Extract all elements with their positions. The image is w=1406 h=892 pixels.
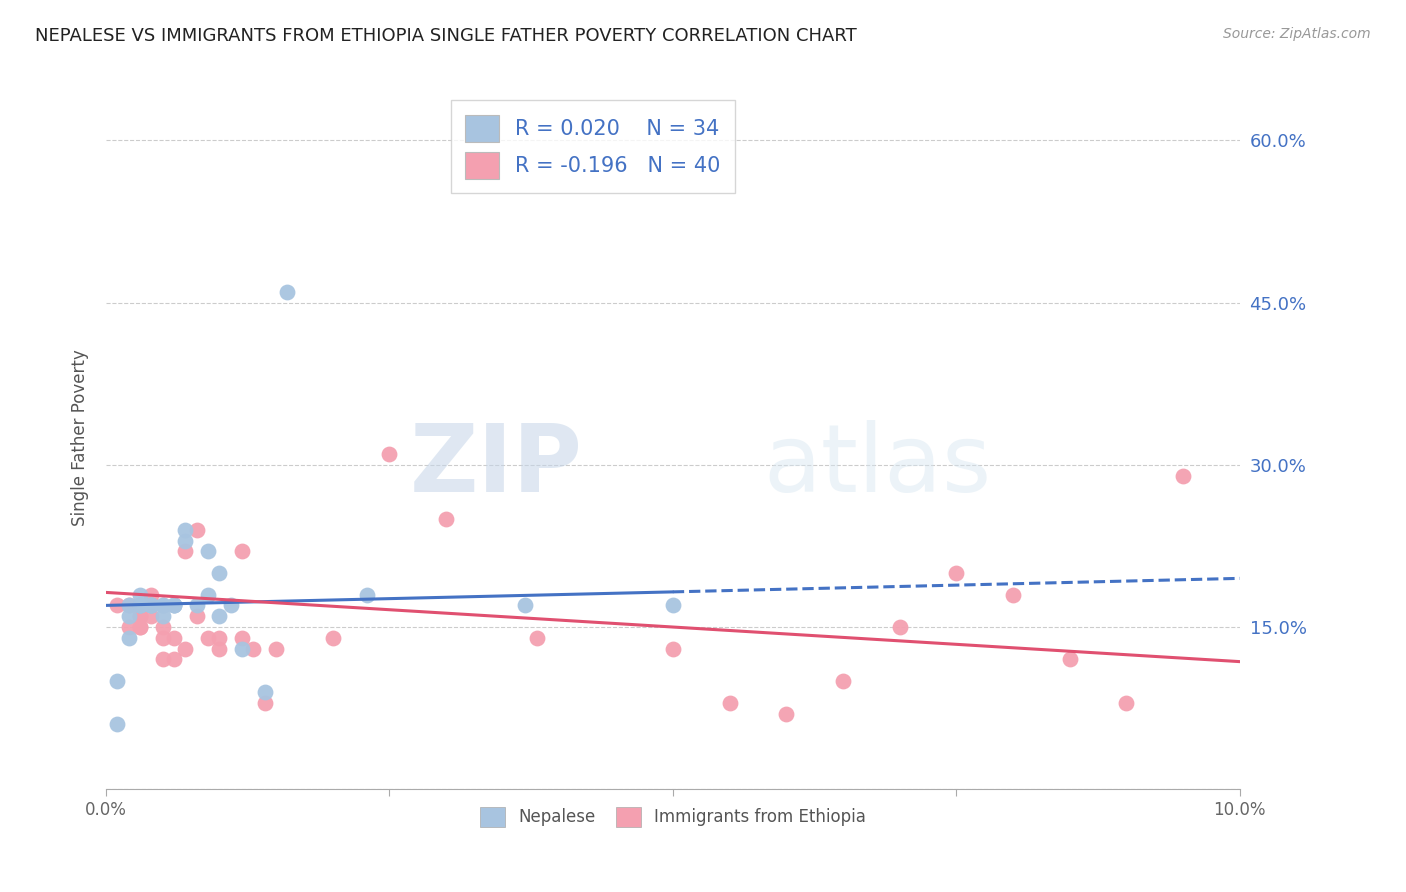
Point xyxy=(253,685,276,699)
Point xyxy=(163,599,186,613)
Point xyxy=(356,588,378,602)
Point xyxy=(253,696,276,710)
Point xyxy=(1001,588,1024,602)
Point xyxy=(163,652,186,666)
Point xyxy=(152,631,174,645)
Point xyxy=(117,599,139,613)
Point xyxy=(105,599,128,613)
Point xyxy=(832,674,855,689)
Point xyxy=(242,641,264,656)
Point xyxy=(117,620,139,634)
Point xyxy=(152,620,174,634)
Point xyxy=(163,631,186,645)
Point xyxy=(163,599,186,613)
Point xyxy=(197,631,219,645)
Point xyxy=(208,631,231,645)
Point xyxy=(208,641,231,656)
Point xyxy=(219,599,242,613)
Point xyxy=(662,599,685,613)
Point xyxy=(117,631,139,645)
Point xyxy=(129,588,152,602)
Point xyxy=(515,599,537,613)
Text: ZIP: ZIP xyxy=(409,420,582,512)
Point xyxy=(208,566,231,580)
Point xyxy=(186,599,208,613)
Point xyxy=(945,566,967,580)
Point xyxy=(231,544,253,558)
Point xyxy=(662,641,685,656)
Point xyxy=(174,641,197,656)
Point xyxy=(174,544,197,558)
Point xyxy=(197,544,219,558)
Y-axis label: Single Father Poverty: Single Father Poverty xyxy=(72,350,89,526)
Point xyxy=(152,599,174,613)
Point xyxy=(276,285,298,299)
Point xyxy=(141,609,163,624)
Point xyxy=(526,631,548,645)
Point xyxy=(174,533,197,548)
Point xyxy=(434,512,457,526)
Point xyxy=(129,599,152,613)
Point xyxy=(129,599,152,613)
Point xyxy=(264,641,287,656)
Text: NEPALESE VS IMMIGRANTS FROM ETHIOPIA SINGLE FATHER POVERTY CORRELATION CHART: NEPALESE VS IMMIGRANTS FROM ETHIOPIA SIN… xyxy=(35,27,856,45)
Point xyxy=(141,588,163,602)
Point xyxy=(197,588,219,602)
Point xyxy=(141,599,163,613)
Legend: Nepalese, Immigrants from Ethiopia: Nepalese, Immigrants from Ethiopia xyxy=(474,800,872,834)
Point xyxy=(129,620,152,634)
Point xyxy=(208,609,231,624)
Point xyxy=(129,620,152,634)
Point xyxy=(129,609,152,624)
Point xyxy=(129,599,152,613)
Point xyxy=(105,674,128,689)
Point xyxy=(129,609,152,624)
Point xyxy=(117,609,139,624)
Point xyxy=(718,696,741,710)
Point xyxy=(231,641,253,656)
Point xyxy=(775,706,797,721)
Point xyxy=(105,717,128,731)
Point xyxy=(889,620,911,634)
Point xyxy=(163,599,186,613)
Point xyxy=(1171,468,1194,483)
Point xyxy=(186,609,208,624)
Point xyxy=(174,523,197,537)
Point xyxy=(141,599,163,613)
Point xyxy=(141,599,163,613)
Point xyxy=(129,599,152,613)
Point xyxy=(1115,696,1137,710)
Point xyxy=(141,599,163,613)
Point xyxy=(186,523,208,537)
Text: Source: ZipAtlas.com: Source: ZipAtlas.com xyxy=(1223,27,1371,41)
Point xyxy=(231,631,253,645)
Point xyxy=(117,599,139,613)
Point xyxy=(1059,652,1081,666)
Point xyxy=(322,631,344,645)
Point xyxy=(152,599,174,613)
Point xyxy=(378,447,401,461)
Point xyxy=(152,609,174,624)
Point xyxy=(152,652,174,666)
Text: atlas: atlas xyxy=(763,420,991,512)
